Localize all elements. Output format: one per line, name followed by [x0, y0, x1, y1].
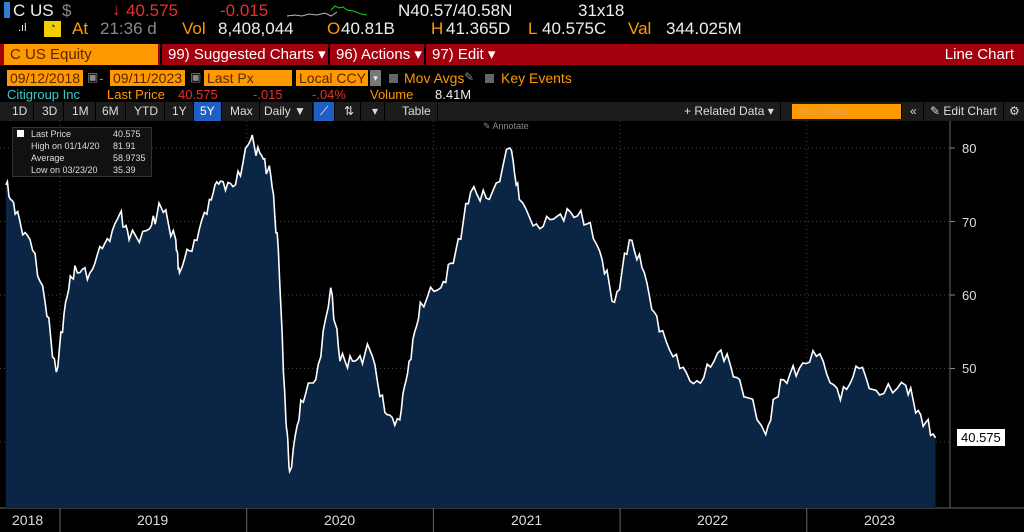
line-chart-icon[interactable]: ⟋ [314, 102, 336, 121]
annotate-button[interactable]: ✎ Annotate [483, 121, 529, 131]
gear-icon[interactable]: ⚙ [1003, 102, 1024, 121]
ticker-marker [4, 2, 10, 18]
pencil-icon[interactable]: ✎ [464, 70, 475, 84]
security-input[interactable]: C US Equity [4, 44, 158, 65]
info-last-price: 40.575 [178, 87, 218, 102]
period-1y[interactable]: 1Y [166, 102, 194, 121]
suggested-charts-menu[interactable]: 99) Suggested Charts ▾ [160, 44, 332, 65]
x-tick-label: 2020 [324, 512, 356, 528]
actions-label: 96) Actions [336, 46, 411, 63]
high: 41.365D [446, 19, 511, 38]
y-tick-label: 70 [962, 215, 977, 230]
bid-ask: N40.57/40.58N [398, 1, 513, 20]
actions-menu[interactable]: 96) Actions ▾ [328, 44, 428, 65]
edit-chart-label: Edit Chart [943, 104, 997, 118]
open-label: O [327, 19, 341, 38]
y-tick-label: 80 [962, 141, 977, 156]
x-tick-label: 2023 [864, 512, 896, 528]
key-events-checkbox[interactable] [485, 74, 494, 83]
legend-value: 40.575 [113, 129, 141, 139]
annotate-label: Annotate [492, 121, 529, 131]
price-chart[interactable] [0, 121, 1024, 532]
gauge-icon[interactable]: ◔ [44, 21, 61, 37]
start-date-input[interactable]: 09/12/2018 [7, 70, 84, 86]
x-tick-label: 2018 [12, 512, 44, 528]
value-traded: 344.025M [666, 19, 742, 38]
period-5y[interactable]: 5Y [194, 102, 222, 121]
legend-label: Average [31, 153, 65, 163]
period-6m[interactable]: 6M [96, 102, 126, 121]
time: 21:36 d [100, 19, 157, 38]
add-data-input[interactable]: Add Data [792, 104, 902, 119]
legend-value: 58.9735 [113, 153, 146, 163]
calendar-icon[interactable]: ▣ [190, 70, 202, 84]
val-label: Val [628, 19, 652, 38]
period-1m[interactable]: 1M [66, 102, 96, 121]
chart-type-label: Line Chart [944, 46, 1014, 63]
related-data-button[interactable]: + Related Data ▾ [678, 102, 781, 121]
currency: $ [62, 1, 72, 20]
legend: Last Price 40.575 High on 01/14/20 81.91… [12, 127, 152, 177]
chevron-down-icon[interactable]: ▾ [366, 102, 386, 121]
edit-label: 97) Edit [432, 46, 484, 63]
period-ytd[interactable]: YTD [128, 102, 165, 121]
frequency-select[interactable]: Daily ▼ [258, 102, 313, 121]
x-tick-label: 2022 [697, 512, 729, 528]
y-tick-label: 60 [962, 288, 977, 303]
down-arrow-icon: ↓ [112, 0, 121, 19]
legend-value: 35.39 [113, 165, 136, 175]
volume: 8,408,044 [218, 19, 294, 38]
legend-label: High on 01/14/20 [31, 141, 100, 151]
command-bar: C US Equity 99) Suggested Charts ▾ 96) A… [0, 44, 1024, 65]
vol-label: Vol [182, 19, 206, 38]
x-tick-label: 2021 [511, 512, 543, 528]
info-pct-change: -.04% [312, 87, 346, 102]
info-volume: 8.41M [435, 87, 472, 102]
time-label: At [72, 19, 89, 38]
mov-avgs-checkbox[interactable] [389, 74, 398, 83]
open: 40.81B [341, 19, 395, 38]
info-change: -.015 [253, 87, 283, 102]
bid-ask-size: 31x18 [578, 1, 625, 20]
last-price: 40.575 [126, 1, 178, 20]
x-tick-label: 2019 [137, 512, 169, 528]
end-date-input[interactable]: 09/11/2023 [110, 70, 186, 86]
bar-chart-icon[interactable]: ⇅ [338, 102, 362, 121]
low-label: L [528, 19, 538, 38]
volume-label: Volume [370, 87, 414, 102]
key-events-label[interactable]: Key Events [501, 70, 572, 86]
mov-avgs-label[interactable]: Mov Avgs [404, 70, 465, 86]
period-3d[interactable]: 3D [36, 102, 65, 121]
suggested-charts-label: 99) Suggested Charts [168, 46, 314, 63]
security-name: Citigroup Inc [7, 87, 80, 102]
ticker: C US [13, 1, 54, 20]
legend-swatch [17, 130, 24, 137]
high-label: H [431, 19, 444, 38]
table-button[interactable]: Table [396, 102, 438, 121]
chart-toolbar: 1D 3D 1M 6M YTD 1Y 5Y Max Daily ▼ ⟋ ⇅ ▾ … [0, 102, 1024, 121]
field-input[interactable]: Last Px [204, 70, 292, 86]
currency-select[interactable]: Local CCY [296, 70, 368, 86]
edit-menu[interactable]: 97) Edit ▾ [424, 44, 501, 65]
price-line [5, 134, 937, 475]
collapse-icon[interactable]: « [904, 102, 924, 121]
calendar-icon[interactable]: ▣ [87, 70, 99, 84]
y-tick-label: 50 [962, 361, 977, 376]
low: 40.575C [542, 19, 607, 38]
legend-label: Low on 03/23/20 [31, 165, 98, 175]
chevron-down-icon[interactable]: ▾ [370, 70, 381, 86]
edit-chart-button[interactable]: ✎ Edit Chart [924, 102, 1004, 121]
last-price-label: Last Price [107, 87, 165, 102]
net-change: -0.015 [220, 1, 269, 20]
period-1d[interactable]: 1D [6, 102, 35, 121]
period-max[interactable]: Max [224, 102, 260, 121]
signal-icon: .ıl [18, 22, 27, 34]
price-area [5, 135, 936, 508]
last-price-tag: 40.575 [957, 429, 1005, 446]
legend-value: 81.91 [113, 141, 136, 151]
legend-label: Last Price [31, 129, 72, 139]
sparkline-icon [287, 5, 367, 17]
date-separator: - [99, 70, 104, 86]
